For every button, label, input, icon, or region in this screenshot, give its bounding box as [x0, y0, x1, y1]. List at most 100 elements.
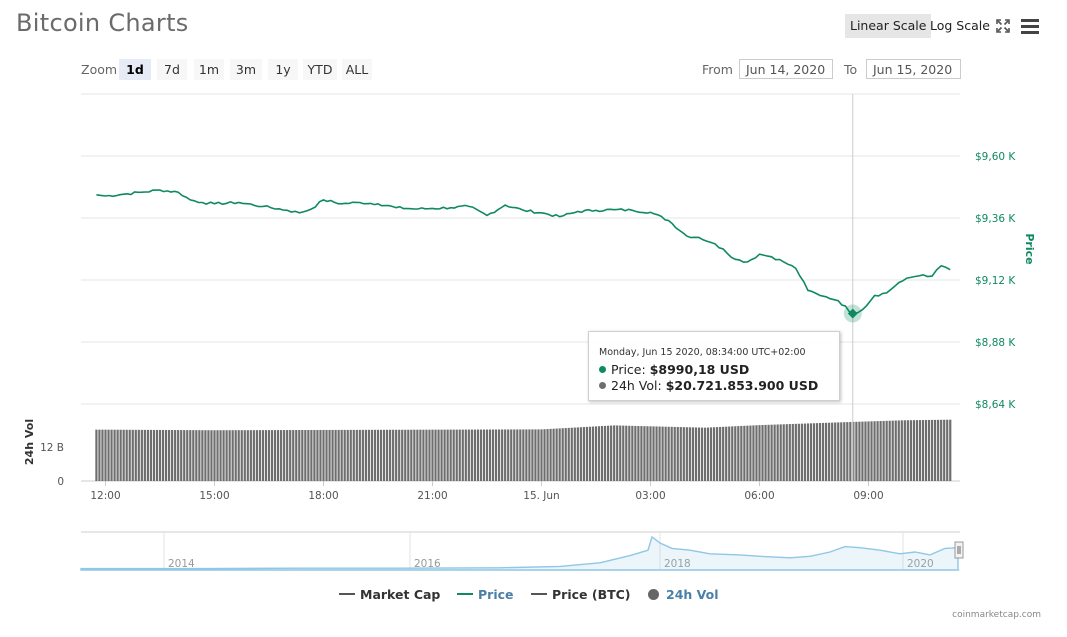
- volume-bar: [803, 423, 807, 481]
- linear-scale-button[interactable]: Linear Scale: [845, 14, 932, 38]
- volume-bar: [673, 426, 676, 481]
- volume-bar: [286, 430, 289, 481]
- legend-vol-label: 24h Vol: [666, 587, 719, 602]
- volume-bar: [479, 429, 483, 481]
- volume-bar: [343, 429, 346, 481]
- log-scale-button[interactable]: Log Scale: [930, 18, 990, 33]
- volume-bar: [588, 426, 592, 481]
- volume-bar: [198, 430, 201, 481]
- volume-bar: [174, 430, 177, 481]
- volume-bar: [867, 421, 870, 481]
- volume-bar: [870, 421, 873, 481]
- volume-bar: [846, 422, 849, 481]
- volume-bar: [558, 428, 561, 481]
- volume-bar: [537, 429, 540, 481]
- volume-bar: [946, 419, 949, 481]
- volume-bar: [564, 428, 567, 481]
- navigator-year-label: 2018: [664, 558, 691, 570]
- volume-bar: [401, 429, 404, 481]
- highlight-point: [847, 308, 858, 319]
- volume-bar: [410, 429, 413, 481]
- volume-bar: [731, 426, 734, 481]
- tooltip-vol-row: 24h Vol: $20.721.853.900 USD: [599, 378, 818, 393]
- volume-bar: [719, 426, 722, 481]
- to-date-input[interactable]: Jun 15, 2020: [866, 59, 961, 79]
- volume-bar: [416, 429, 419, 481]
- volume-bar: [652, 426, 655, 481]
- volume-bar: [264, 430, 268, 481]
- volume-bar: [186, 430, 189, 481]
- volume-bar: [422, 429, 425, 481]
- zoom-all-button[interactable]: ALL: [342, 59, 372, 80]
- volume-bar: [482, 429, 486, 481]
- menu-icon[interactable]: [1020, 18, 1040, 34]
- volume-bar: [661, 426, 664, 481]
- volume-bar: [582, 427, 585, 481]
- volume-bar: [815, 423, 819, 481]
- volume-bar: [252, 430, 255, 481]
- volume-bar: [152, 429, 156, 481]
- zoom-3m-button[interactable]: 3m: [230, 59, 262, 80]
- volume-bar: [449, 429, 452, 481]
- volume-bar: [234, 430, 237, 481]
- from-date-input[interactable]: Jun 14, 2020: [739, 59, 833, 79]
- volume-bar: [949, 419, 952, 481]
- volume-bar: [177, 430, 180, 481]
- volume-bar: [340, 429, 343, 481]
- volume-bar: [567, 427, 570, 481]
- legend-price-btc[interactable]: Price (BTC): [531, 587, 631, 602]
- volume-bar: [770, 424, 773, 481]
- price-tick-label: $8,64 K: [975, 399, 1016, 411]
- volume-bar: [912, 420, 916, 481]
- volume-bar: [210, 430, 213, 481]
- volume-bar: [428, 429, 431, 481]
- volume-bar: [758, 425, 761, 481]
- zoom-1m-button[interactable]: 1m: [194, 59, 224, 80]
- volume-bar: [307, 429, 310, 481]
- volume-bar: [643, 426, 646, 481]
- volume-bar: [849, 421, 852, 481]
- chart-title: Bitcoin Charts: [16, 9, 189, 37]
- zoom-1d-button[interactable]: 1d: [119, 59, 151, 80]
- to-label: To: [844, 62, 858, 77]
- volume-bar: [513, 429, 516, 481]
- volume-bar: [728, 426, 731, 481]
- volume-bar: [164, 429, 168, 481]
- volume-bar: [579, 427, 582, 481]
- volume-bar: [897, 420, 900, 481]
- volume-bar: [915, 420, 919, 481]
- volume-bar: [240, 430, 243, 481]
- legend-price[interactable]: Price: [457, 587, 514, 602]
- volume-bar: [128, 429, 131, 481]
- volume-bar: [158, 429, 162, 481]
- zoom-ytd-button[interactable]: YTD: [303, 59, 337, 80]
- volume-bar: [531, 429, 534, 481]
- volume-bar: [722, 426, 725, 481]
- volume-bar: [258, 430, 262, 481]
- volume-bar: [761, 425, 764, 481]
- tooltip-header: Monday, Jun 15 2020, 08:34:00 UTC+02:00: [599, 347, 806, 358]
- volume-bar: [570, 427, 573, 481]
- tooltip-vol-value: $20.721.853.900 USD: [665, 378, 819, 393]
- volume-bar: [843, 422, 846, 481]
- volume-bar: [821, 422, 825, 481]
- navigator-year-label: 2014: [168, 558, 195, 570]
- volume-bar: [712, 427, 716, 481]
- volume-bar: [561, 428, 564, 481]
- tooltip-price-label: Price:: [611, 362, 646, 377]
- legend-price-btc-label: Price (BTC): [552, 587, 631, 602]
- zoom-7d-button[interactable]: 7d: [157, 59, 187, 80]
- fullscreen-icon[interactable]: [995, 18, 1011, 34]
- volume-bar: [828, 422, 831, 481]
- volume-bar: [649, 426, 652, 481]
- legend-market-cap[interactable]: Market Cap: [339, 587, 440, 602]
- volume-bar: [782, 424, 785, 481]
- volume-bar: [809, 423, 813, 481]
- volume-bar: [280, 430, 283, 481]
- price-btc-swatch-icon: [531, 593, 547, 595]
- zoom-1y-button[interactable]: 1y: [268, 59, 298, 80]
- legend-24h-vol[interactable]: 24h Vol: [648, 587, 719, 602]
- price-axis-title: Price: [1023, 233, 1036, 264]
- volume-bar: [934, 419, 937, 481]
